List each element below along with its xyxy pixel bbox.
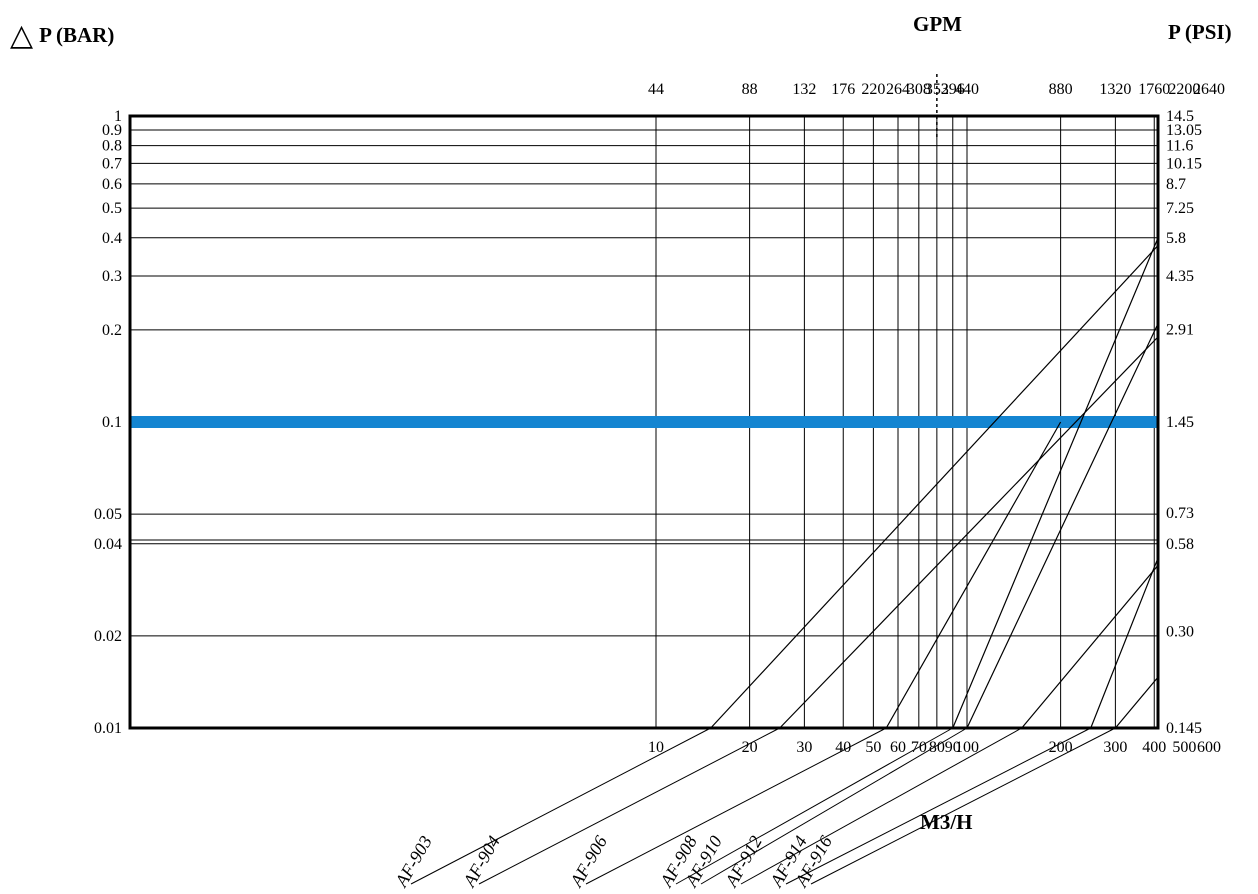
flow-curve-leader xyxy=(585,727,887,885)
flow-curve-af-903 xyxy=(710,245,1159,729)
right-tick-label: 1.45 xyxy=(1166,414,1194,431)
top-tick-label: 132 xyxy=(792,81,816,98)
bottom-tick-label: 100 xyxy=(955,739,979,756)
left-tick-label: 0.7 xyxy=(102,155,122,172)
right-tick-label: 14.5 xyxy=(1166,108,1194,125)
delta-icon: △ xyxy=(10,19,34,52)
dp-bar-axis-title: △ P (BAR) xyxy=(10,18,114,53)
left-tick-label: 0.2 xyxy=(102,322,122,339)
top-tick-label: 440 xyxy=(955,81,979,98)
flow-curve-af-908 xyxy=(952,237,1159,729)
left-tick-label: 0.01 xyxy=(94,720,122,737)
dp-bar-label: P (BAR) xyxy=(39,23,115,47)
left-tick-label: 0.8 xyxy=(102,138,122,155)
bottom-tick-label: 70 xyxy=(911,739,927,756)
left-tick-label: 0.9 xyxy=(102,122,122,139)
bottom-tick-label: 600 xyxy=(1197,739,1221,756)
left-tick-label: 0.5 xyxy=(102,200,122,217)
right-tick-label: 2.91 xyxy=(1166,321,1194,338)
flow-curves xyxy=(410,237,1159,885)
plot-frame xyxy=(128,114,1160,730)
right-tick-label: 7.25 xyxy=(1166,200,1194,217)
flow-curve-leader xyxy=(700,727,968,885)
bottom-tick-label: 50 xyxy=(865,739,881,756)
flow-curve-leader xyxy=(740,727,1023,885)
bottom-tick-label: 10 xyxy=(648,739,664,756)
flow-curve-af-912 xyxy=(1021,564,1159,729)
top-tick-label: 1760 xyxy=(1138,81,1170,98)
left-tick-label: 0.02 xyxy=(94,628,122,645)
bottom-tick-label: 80 xyxy=(929,739,945,756)
top-tick-label: 396 xyxy=(941,81,965,98)
flow-curve-leader xyxy=(810,727,1116,885)
left-tick-label: 0.05 xyxy=(94,506,122,523)
left-tick-label: 0.4 xyxy=(102,230,122,247)
left-tick-label: 1 xyxy=(114,108,122,125)
bottom-tick-label: 20 xyxy=(742,739,758,756)
m3h-axis-title: M3/H xyxy=(920,810,973,834)
flow-curve-leader xyxy=(410,727,711,885)
flow-curve-af-916 xyxy=(1114,676,1159,729)
right-tick-label: 10.15 xyxy=(1166,155,1202,172)
flow-curve-leader xyxy=(675,727,954,885)
grid xyxy=(130,74,1158,728)
right-tick-label: 4.35 xyxy=(1166,268,1194,285)
top-tick-label: 176 xyxy=(831,81,855,98)
right-tick-label: 13.05 xyxy=(1166,122,1202,139)
top-tick-label: 352 xyxy=(925,81,949,98)
right-tick-label: 5.8 xyxy=(1166,230,1186,247)
top-tick-label: 880 xyxy=(1049,81,1073,98)
series-label: AF-904 xyxy=(459,832,504,890)
top-tick-label: 2200 xyxy=(1168,81,1200,98)
left-tick-label: 0.04 xyxy=(94,536,122,553)
right-tick-label: 0.145 xyxy=(1166,720,1202,737)
top-tick-label: 220 xyxy=(861,81,885,98)
top-tick-label: 264 xyxy=(886,81,910,98)
left-tick-label: 0.1 xyxy=(102,414,122,431)
left-tick-label: 0.3 xyxy=(102,268,122,285)
flow-curve-af-910 xyxy=(966,323,1159,729)
top-tick-label: 308 xyxy=(907,81,931,98)
bottom-tick-label: 30 xyxy=(796,739,812,756)
series-label: AF-906 xyxy=(566,832,611,890)
bottom-tick-label: 90 xyxy=(945,739,961,756)
top-tick-label: 1320 xyxy=(1099,81,1131,98)
gpm-axis-title: GPM xyxy=(913,12,962,36)
flow-curve-leader xyxy=(478,727,780,885)
bottom-tick-label: 40 xyxy=(835,739,851,756)
top-tick-label: 44 xyxy=(648,81,664,98)
highlight-band xyxy=(130,416,1158,428)
top-tick-label: 2640 xyxy=(1193,81,1225,98)
right-tick-label: 0.30 xyxy=(1166,623,1194,640)
bottom-tick-label: 400 xyxy=(1142,739,1166,756)
series-label: AF-903 xyxy=(391,832,436,890)
flow-curve-af-914 xyxy=(1090,557,1159,729)
bottom-tick-label: 500 xyxy=(1172,739,1196,756)
flow-curve-af-906 xyxy=(885,421,1062,729)
left-tick-label: 0.6 xyxy=(102,176,122,193)
right-tick-label: 8.7 xyxy=(1166,176,1186,193)
flow-curve-af-904 xyxy=(779,336,1159,729)
series-label: AF-912 xyxy=(721,832,766,890)
right-tick-label: 0.73 xyxy=(1166,505,1194,522)
flow-curve-leader xyxy=(785,727,1091,885)
top-tick-label: 88 xyxy=(742,81,758,98)
bottom-tick-label: 60 xyxy=(890,739,906,756)
right-tick-label: 11.6 xyxy=(1166,138,1193,155)
psi-axis-title: P (PSI) xyxy=(1168,20,1232,44)
right-tick-label: 0.58 xyxy=(1166,536,1194,553)
bottom-tick-label: 300 xyxy=(1103,739,1127,756)
bottom-tick-label: 200 xyxy=(1049,739,1073,756)
